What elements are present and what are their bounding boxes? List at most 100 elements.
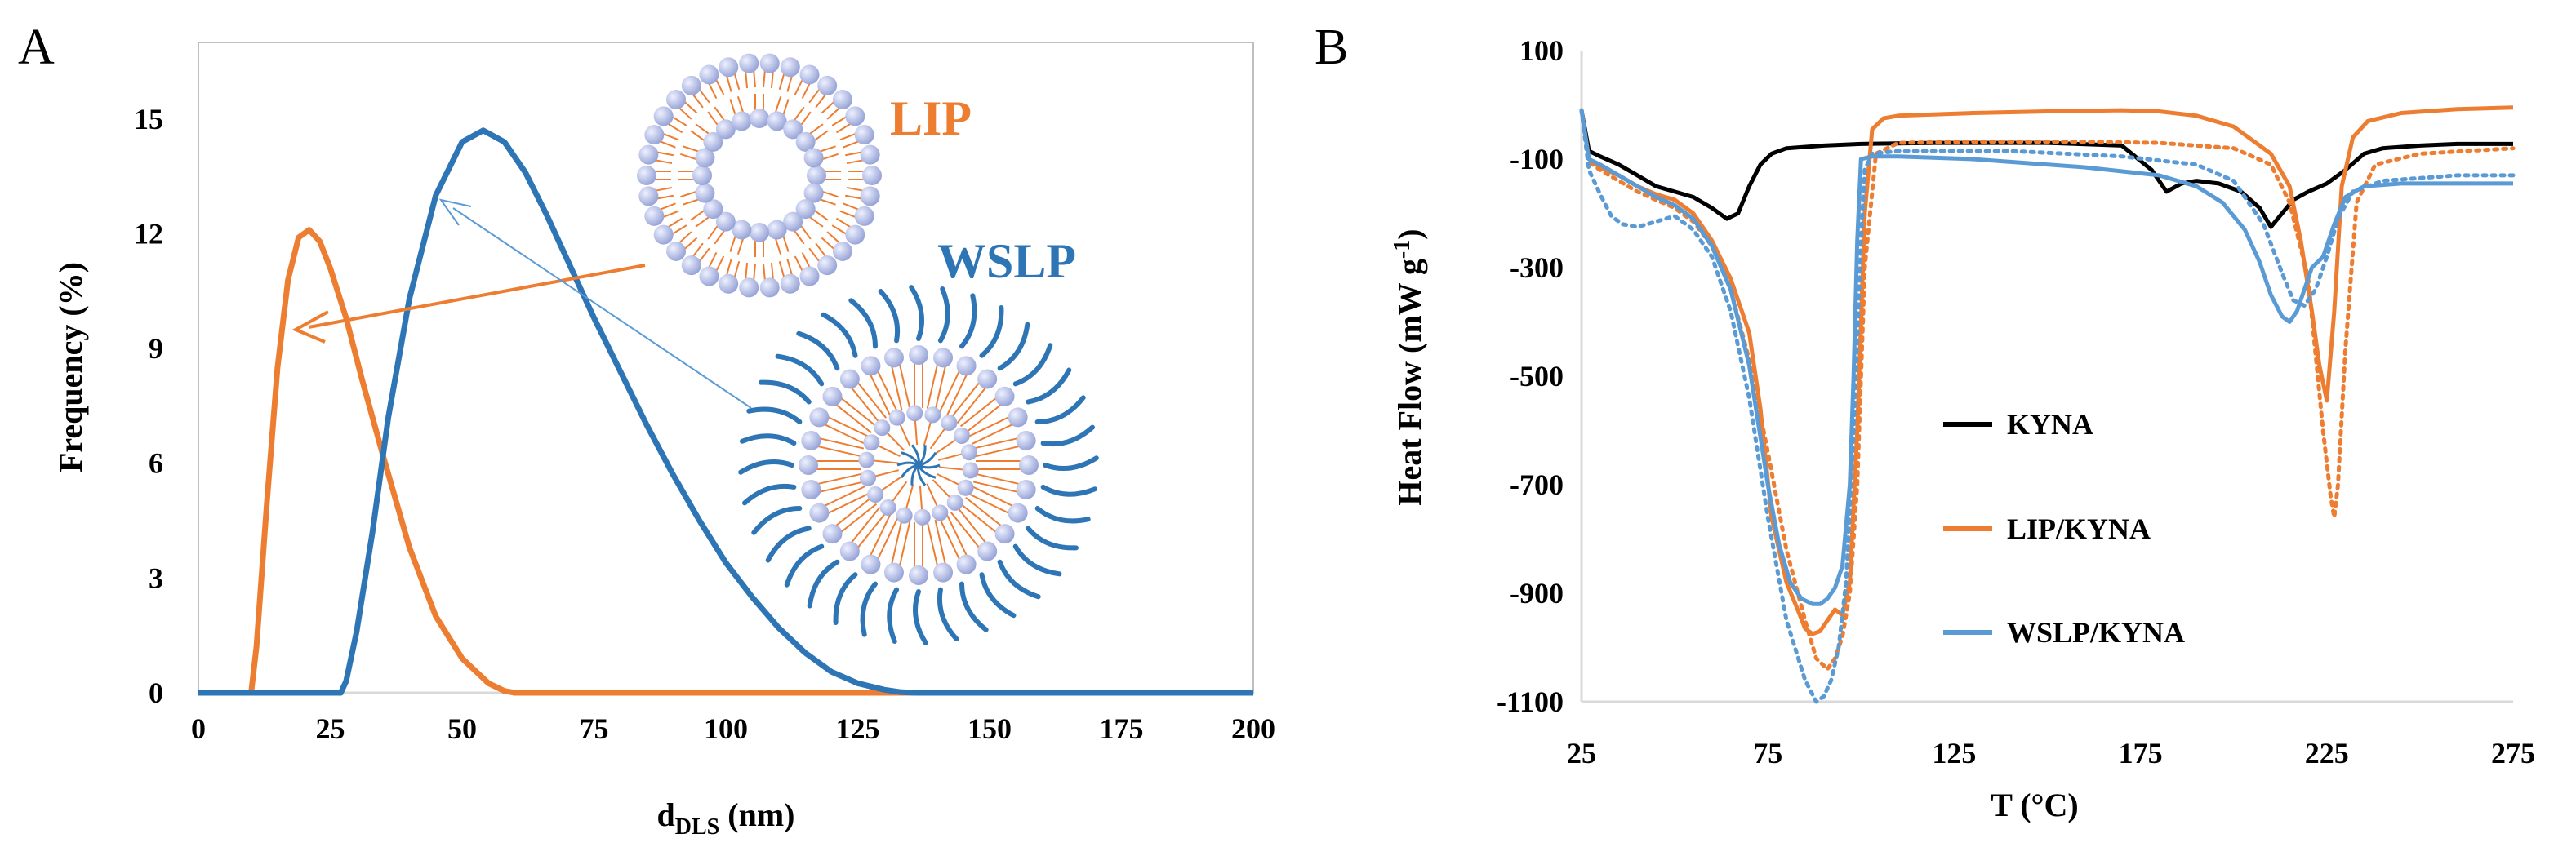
lipid-head xyxy=(962,462,979,479)
lipid-head xyxy=(953,427,970,444)
a-x-tick-label: 175 xyxy=(1100,712,1144,745)
wslp-illustration xyxy=(738,285,1099,645)
b-x-tick-label: 225 xyxy=(2305,737,2349,770)
peg-chain xyxy=(937,286,950,344)
lipid-head xyxy=(681,75,701,95)
peg-chain xyxy=(878,288,901,344)
lipid-head xyxy=(994,524,1015,544)
peg-chain xyxy=(738,459,794,475)
y-label-main: Heat Flow (mW g xyxy=(1391,259,1428,506)
peg-chain xyxy=(739,433,797,446)
lipid-head xyxy=(977,541,998,561)
lipid-head xyxy=(807,166,826,185)
b-x-tick-label: 75 xyxy=(1753,737,1782,770)
peg-chain xyxy=(1026,526,1079,551)
panel-a-label: A xyxy=(18,20,55,75)
peg-chain xyxy=(860,581,878,637)
b-x-tick-label: 25 xyxy=(1567,737,1596,770)
panel-a-ticks: 0 25 50 75 100 125 150 175 200 0 3 6 9 12 15 xyxy=(134,103,1275,745)
legend: KYNA LIP/KYNA WSLP/KYNA xyxy=(1943,408,2185,649)
lipid-head xyxy=(750,223,769,242)
lipid-head xyxy=(832,241,852,261)
lipid-head xyxy=(795,199,816,220)
lipid-head xyxy=(759,277,780,298)
b-y-tick-label: -500 xyxy=(1510,360,1564,393)
lipid-head xyxy=(783,211,803,232)
legend-label: LIP/KYNA xyxy=(2007,512,2151,545)
lipid-head xyxy=(839,369,860,389)
peg-chain xyxy=(1012,543,1062,577)
panel-b-ticks: 25 75 125 175 225 275 100 -100 -300 -500 -700 -900 -… xyxy=(1497,34,2535,770)
lipid-head xyxy=(839,541,860,561)
lipid-head xyxy=(822,524,843,544)
lipid-head xyxy=(638,186,659,206)
lipid-head xyxy=(767,220,787,240)
lipid-head xyxy=(695,183,715,203)
lipid-head xyxy=(896,507,913,524)
lipid-head xyxy=(692,166,712,185)
lipid-head xyxy=(809,407,830,428)
peg-chain xyxy=(758,379,812,405)
lipid-head xyxy=(909,345,928,365)
peg-chain xyxy=(741,483,797,506)
series-kyna xyxy=(1579,109,2513,229)
lip-arrow-head xyxy=(291,310,329,344)
lipid-head xyxy=(801,430,821,450)
peg-chain xyxy=(821,312,858,358)
lipid-head xyxy=(699,266,719,286)
lipid-head xyxy=(861,554,881,574)
peg-chain xyxy=(784,543,825,588)
series-lip-kyna-dotted- xyxy=(1579,108,2516,672)
lipid-head xyxy=(799,455,818,475)
lipid-head xyxy=(822,386,843,406)
a-x-tick-label: 25 xyxy=(316,712,345,745)
panel-a-y-axis-label: Frequency (%) xyxy=(52,262,89,472)
lipid-head xyxy=(817,255,838,276)
lipid-head xyxy=(961,444,978,461)
x-label-sub: DLS xyxy=(675,814,719,840)
peg-chain xyxy=(997,322,1030,371)
lipid-head xyxy=(644,206,665,226)
lipid-head xyxy=(909,565,928,585)
lipid-head xyxy=(739,277,759,298)
lipid-head xyxy=(666,90,687,110)
lipid-head xyxy=(854,206,874,226)
b-y-tick-label: -1100 xyxy=(1497,685,1564,718)
wslp-annotation: WSLP xyxy=(937,234,1076,288)
panel-b: B 25 75 125 175 225 275 100 -100 -300 -500 -700 -90… xyxy=(1315,20,2535,823)
lipid-head xyxy=(719,57,739,78)
b-y-tick-label: -900 xyxy=(1510,577,1564,610)
series-wslp-kyna-dotted- xyxy=(1579,108,2516,704)
panel-a-series xyxy=(198,127,1253,696)
lipid-head xyxy=(854,125,874,145)
lipid-head xyxy=(861,356,881,376)
lipid-head xyxy=(1008,503,1028,523)
lipid-head xyxy=(860,186,880,206)
series-lip xyxy=(198,227,1253,696)
lipid-head xyxy=(695,148,715,168)
a-x-tick-label: 50 xyxy=(447,712,477,745)
lipid-head xyxy=(644,125,665,145)
lipid-head xyxy=(703,131,723,152)
lipid-head xyxy=(860,144,880,165)
a-y-tick-label: 0 xyxy=(149,676,163,709)
lipid-head xyxy=(732,111,752,131)
lipid-head xyxy=(874,419,891,437)
lipid-head xyxy=(795,131,816,152)
a-y-tick-label: 12 xyxy=(134,217,163,250)
lipid-head xyxy=(845,224,865,245)
lipid-head xyxy=(799,64,820,85)
lipid-head xyxy=(803,183,824,203)
lipid-head xyxy=(783,119,803,140)
lipid-head xyxy=(932,504,949,521)
lipid-head xyxy=(977,369,998,389)
lipid-head xyxy=(780,57,800,78)
lipid-head xyxy=(888,409,905,426)
lipid-head xyxy=(637,166,656,185)
lipid-head xyxy=(750,109,769,128)
lipid-head xyxy=(666,241,687,261)
lipid-head xyxy=(799,266,820,286)
peg-chain xyxy=(909,285,924,341)
b-y-tick-label: -100 xyxy=(1510,143,1564,175)
